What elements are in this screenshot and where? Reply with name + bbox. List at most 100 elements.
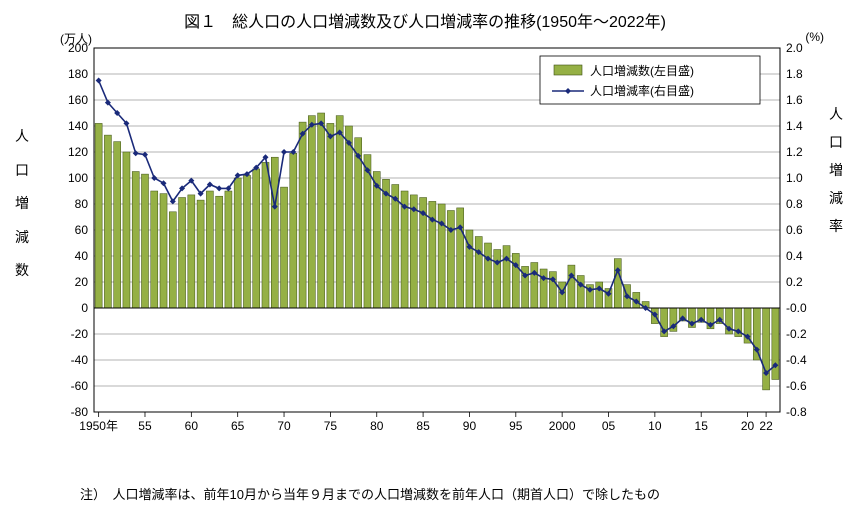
figure-title: 図１ 総人口の人口増減数及び人口増減率の推移(1950年～2022年): [0, 8, 850, 32]
bar: [243, 175, 250, 308]
x-tick-label: 2000: [549, 419, 576, 433]
bar: [104, 135, 111, 308]
x-tick-label: 65: [231, 419, 245, 433]
bar: [151, 191, 158, 308]
figure-footnote: 注） 人口増減率は、前年10月から当年９月までの人口増減数を前年人口（期首人口）…: [80, 484, 660, 503]
svg-text:0.2: 0.2: [786, 275, 803, 289]
bar: [179, 198, 186, 309]
bar: [373, 172, 380, 309]
svg-text:0.4: 0.4: [786, 249, 803, 263]
svg-text:1.8: 1.8: [786, 67, 803, 81]
svg-text:-40: -40: [71, 353, 89, 367]
svg-text:140: 140: [68, 119, 88, 133]
x-tick-label: 60: [185, 419, 199, 433]
bar: [327, 123, 334, 308]
bar: [197, 200, 204, 308]
bar: [614, 259, 621, 308]
bar: [206, 191, 213, 308]
bar: [503, 246, 510, 308]
legend-swatch-bar: [554, 65, 582, 75]
svg-text:100: 100: [68, 171, 88, 185]
svg-text:2.0: 2.0: [786, 42, 803, 55]
svg-text:-0.6: -0.6: [786, 379, 807, 393]
bar: [531, 263, 538, 309]
right-axis-label: 人口増減率: [828, 100, 844, 240]
svg-text:20: 20: [75, 275, 89, 289]
x-tick-label: 20: [741, 419, 755, 433]
svg-text:0.6: 0.6: [786, 223, 803, 237]
svg-text:0.8: 0.8: [786, 197, 803, 211]
x-tick-label: 10: [648, 419, 662, 433]
svg-text:200: 200: [68, 42, 88, 55]
bar: [540, 269, 547, 308]
bar: [308, 116, 315, 308]
bar: [253, 169, 260, 308]
bar: [123, 152, 130, 308]
bar: [188, 195, 195, 308]
bar: [345, 126, 352, 308]
x-tick-label: 15: [695, 419, 709, 433]
bar: [225, 191, 232, 308]
bar: [447, 211, 454, 309]
x-tick-label: 55: [138, 419, 152, 433]
bar: [364, 155, 371, 308]
svg-text:-0.4: -0.4: [786, 353, 807, 367]
x-tick-label: 95: [509, 419, 523, 433]
bar: [141, 174, 148, 308]
svg-text:-0.2: -0.2: [786, 327, 807, 341]
svg-text:1.0: 1.0: [786, 171, 803, 185]
bar: [457, 208, 464, 308]
x-tick-label: 1950年: [79, 419, 118, 433]
bar: [772, 308, 779, 380]
svg-text:-60: -60: [71, 379, 89, 393]
svg-text:1.4: 1.4: [786, 119, 803, 133]
svg-text:80: 80: [75, 197, 89, 211]
x-tick-label: 70: [277, 419, 291, 433]
svg-text:-80: -80: [71, 405, 89, 419]
bar: [160, 194, 167, 308]
x-tick-label: 75: [324, 419, 338, 433]
x-tick-label: 90: [463, 419, 477, 433]
bar: [438, 204, 445, 308]
bar: [290, 153, 297, 308]
svg-text:-0.8: -0.8: [786, 405, 807, 419]
bar: [271, 157, 278, 308]
bar: [169, 212, 176, 308]
bar: [392, 185, 399, 309]
bar: [318, 113, 325, 308]
bar: [132, 172, 139, 309]
rate-marker: [133, 151, 138, 156]
bar: [355, 138, 362, 308]
x-tick-label: 85: [416, 419, 430, 433]
svg-text:60: 60: [75, 223, 89, 237]
bar: [281, 187, 288, 308]
svg-text:120: 120: [68, 145, 88, 159]
bar: [577, 276, 584, 309]
left-axis-label: 人口増減数: [14, 120, 30, 288]
chart-canvas: -80-60-40-20020406080100120140160180200-…: [50, 42, 820, 452]
svg-text:0: 0: [81, 301, 88, 315]
bar: [568, 265, 575, 308]
bar: [114, 142, 121, 308]
bar: [234, 178, 241, 308]
svg-text:1.2: 1.2: [786, 145, 803, 159]
svg-text:160: 160: [68, 93, 88, 107]
bar: [299, 122, 306, 308]
rate-marker: [217, 186, 222, 191]
bar: [336, 116, 343, 308]
legend-label-line: 人口増減率(右目盛): [590, 83, 694, 98]
bar: [494, 250, 501, 309]
svg-text:40: 40: [75, 249, 89, 263]
bar: [216, 196, 223, 308]
chart-figure: 図１ 総人口の人口増減数及び人口増減率の推移(1950年～2022年) (万人)…: [0, 0, 850, 515]
bar: [475, 237, 482, 309]
x-tick-label: 22: [759, 419, 773, 433]
svg-text:-0.0: -0.0: [786, 301, 807, 315]
svg-text:180: 180: [68, 67, 88, 81]
rate-marker: [143, 152, 148, 157]
bar: [484, 243, 491, 308]
legend-label-bar: 人口増減数(左目盛): [590, 63, 694, 78]
rate-marker: [282, 150, 287, 155]
bar: [382, 179, 389, 308]
bar: [512, 253, 519, 308]
